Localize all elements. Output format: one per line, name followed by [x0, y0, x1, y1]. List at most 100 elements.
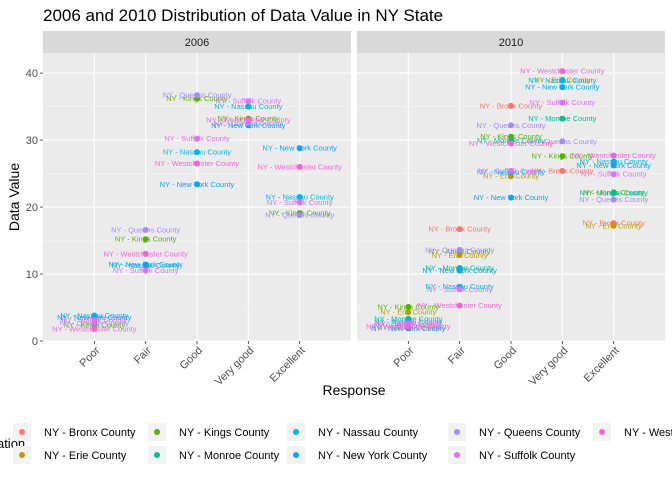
- legend-item: NY - Kings County: [148, 423, 270, 441]
- legend-swatch: [154, 429, 160, 435]
- data-point: [142, 250, 149, 257]
- legend-label: NY - Suffolk County: [479, 450, 576, 462]
- data-point: [610, 171, 617, 178]
- legend-label: NY - Monroe County: [179, 450, 280, 462]
- data-point: [559, 138, 566, 145]
- x-tick-label: Very good: [527, 345, 571, 389]
- data-label: NY - Nassau County: [528, 76, 596, 85]
- data-label: NY - Westchester County: [417, 301, 502, 310]
- data-point: [245, 103, 252, 110]
- data-label: NY - Suffolk County: [427, 285, 493, 294]
- data-label: NY - New York County: [108, 260, 183, 269]
- data-label: NY - Monroe County: [580, 188, 648, 197]
- data-point: [610, 222, 617, 229]
- data-point: [456, 246, 463, 253]
- data-point: [91, 317, 98, 324]
- legend-swatch: [599, 429, 605, 435]
- data-label: NY - New York County: [422, 266, 497, 275]
- data-label: NY - Nassau County: [580, 157, 648, 166]
- data-label: NY - Bronx County: [428, 225, 491, 234]
- data-label: NY - Westchester County: [103, 249, 188, 258]
- data-point: [508, 102, 514, 109]
- data-point: [508, 194, 514, 201]
- x-axis-title: Response: [322, 382, 385, 398]
- data-point: [194, 92, 200, 99]
- data-label: NY - Suffolk County: [581, 170, 647, 179]
- panel-2006: 2006 0 10 20 30 40 Poor Fair Good Very good Excell…: [26, 31, 351, 388]
- legend-swatch: [454, 452, 460, 458]
- data-label: NY - Suffolk County: [267, 198, 333, 207]
- data-label: NY - Queens County: [579, 195, 648, 204]
- x-tick-label: Poor: [78, 344, 103, 369]
- data-point: [456, 226, 463, 233]
- data-point: [610, 152, 617, 159]
- data-label: NY - Westchester County: [571, 151, 656, 160]
- data-point: [91, 325, 98, 332]
- data-label: NY - Westchester County: [257, 162, 342, 171]
- data-label: NY - Suffolk County: [113, 266, 179, 275]
- data-point: [296, 163, 303, 170]
- data-point: [142, 236, 149, 243]
- data-label: NY - Nassau County: [266, 193, 334, 202]
- y-axis-title: Data Value: [6, 163, 22, 231]
- data-label: NY - Bronx County: [531, 166, 594, 175]
- data-point: [559, 153, 566, 160]
- legend-label: NY - Nassau County: [318, 427, 419, 439]
- data-label: NY - New York County: [525, 83, 600, 92]
- data-point: [405, 323, 412, 330]
- x-tick-label: Poor: [392, 344, 417, 369]
- data-label: NY - Queens County: [111, 225, 180, 234]
- panel-2010: 2010 Poor Fair Good Very good Excellent NY - B…: [357, 31, 665, 388]
- legend-item: NY - Bronx County: [13, 423, 136, 441]
- data-label: NY - Erie County: [432, 251, 488, 260]
- data-point: [296, 194, 303, 200]
- x-tick-label: Good: [178, 345, 206, 373]
- data-point: [194, 149, 200, 156]
- legend-swatch: [293, 452, 299, 458]
- y-tick-label: 20: [26, 202, 38, 214]
- data-label: NY - Kings County: [532, 152, 594, 161]
- x-tick-label: Fair: [446, 344, 468, 366]
- data-label: NY - Westchester County: [52, 324, 137, 333]
- data-point: [610, 196, 617, 203]
- data-point: [405, 309, 412, 316]
- legend-label: NY - Kings County: [179, 427, 270, 439]
- data-label: NY - Monroe County: [374, 314, 442, 323]
- data-label: NY - Queens County: [162, 91, 231, 100]
- data-label: NY - Suffolk County: [164, 134, 230, 143]
- data-point: [456, 286, 463, 293]
- x-tick-label: Fair: [132, 344, 154, 366]
- data-point: [296, 145, 303, 152]
- y-tick-label: 40: [26, 68, 38, 80]
- legend-label: NY - Erie County: [44, 450, 127, 462]
- legend-swatch: [454, 429, 460, 435]
- legend-item: NY - New York County: [287, 446, 428, 464]
- legend-item: NY - Queens County: [448, 423, 581, 441]
- data-label: NY - Westchester County: [520, 67, 605, 76]
- legend-label: NY - New York County: [318, 450, 428, 462]
- legend-item: NY - Westchester County: [593, 423, 672, 441]
- data-point: [245, 98, 252, 105]
- data-label: NY - Queens County: [528, 137, 597, 146]
- legend-swatch: [19, 429, 25, 435]
- data-label: NY - Westchester County: [206, 115, 291, 124]
- data-label: NY - New York County: [262, 144, 337, 153]
- data-point: [610, 162, 617, 169]
- facet-strip: [357, 31, 665, 53]
- facet-label: 2006: [185, 37, 209, 49]
- x-tick-label: Excellent: [268, 345, 308, 385]
- data-point: [559, 115, 566, 122]
- legend-label: NY - Queens County: [479, 427, 581, 439]
- y-tick-label: 0: [32, 336, 38, 348]
- data-point: [142, 226, 149, 233]
- data-label: NY - Erie County: [483, 172, 539, 181]
- data-label: NY - Kings County: [166, 94, 228, 103]
- legend-label: NY - Bronx County: [44, 427, 136, 439]
- data-point: [456, 302, 463, 309]
- data-point: [194, 181, 200, 188]
- data-label: NY - Bronx County: [480, 101, 543, 110]
- legend-item: NY - Erie County: [13, 446, 127, 464]
- data-label: NY - Erie County: [380, 308, 436, 317]
